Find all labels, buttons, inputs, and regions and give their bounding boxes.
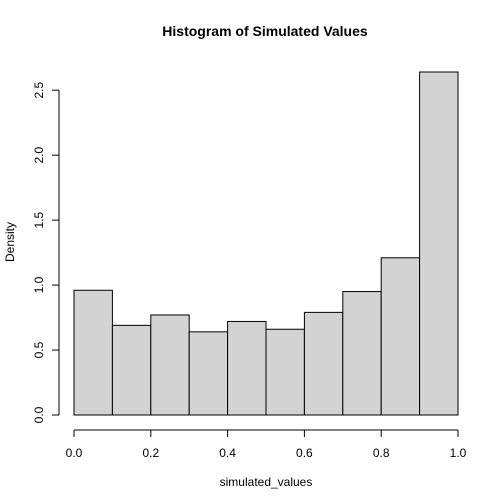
histogram-bar-1 [111, 324, 152, 416]
x-tick-label-3: 0.6 [296, 446, 313, 460]
histogram-bar-8 [380, 257, 421, 416]
histogram-bar-2 [150, 314, 190, 416]
chart-title: Histogram of Simulated Values [162, 23, 368, 39]
histogram-bar-6 [303, 311, 344, 416]
y-tick-label-5: 2.5 [32, 82, 46, 99]
y-axis: 0.0 0.5 1.0 1.5 2.0 2.5 [32, 82, 60, 423]
y-tick-label-1: 0.5 [32, 341, 46, 358]
histogram-bar-0 [73, 289, 113, 416]
histogram-bar-3 [188, 331, 229, 416]
x-tick-label-5: 1.0 [450, 446, 467, 460]
histogram-bar-5 [265, 328, 305, 416]
x-tick-label-0: 0.0 [66, 446, 83, 460]
y-tick-label-4: 2.0 [32, 146, 46, 163]
x-axis-label: simulated_values [220, 475, 313, 489]
histogram-bar-9 [419, 71, 459, 416]
y-tick-label-0: 0.0 [32, 406, 46, 423]
x-tick-label-1: 0.2 [142, 446, 159, 460]
y-tick-label-2: 1.0 [32, 276, 46, 293]
x-axis: 0.0 0.2 0.4 0.6 0.8 1.0 [66, 429, 467, 460]
bars-group [73, 71, 459, 416]
y-axis-label: Density [3, 222, 17, 262]
histogram-bar-7 [342, 291, 382, 416]
y-tick-label-3: 1.5 [32, 211, 46, 228]
x-tick-label-2: 0.4 [219, 446, 236, 460]
x-tick-label-4: 0.8 [373, 446, 390, 460]
histogram-bar-4 [227, 320, 267, 416]
